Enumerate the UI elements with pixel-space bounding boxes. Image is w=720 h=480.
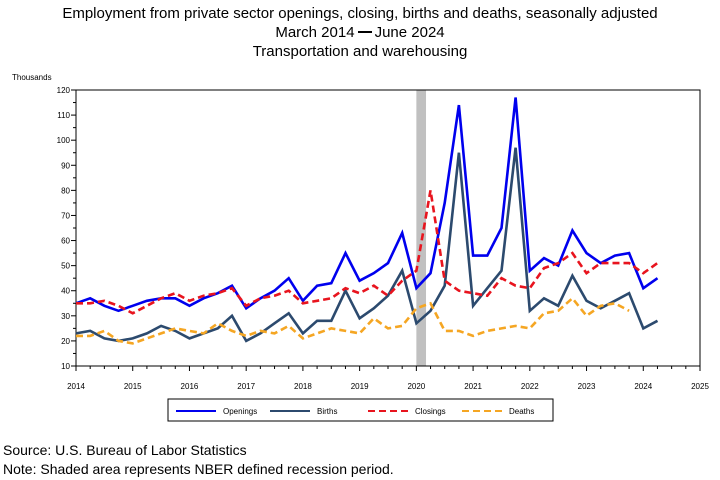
y-tick-label: 60: [61, 237, 70, 246]
x-tick-label: 2020: [407, 382, 425, 391]
y-tick-label: 100: [57, 136, 71, 145]
y-tick-label: 110: [57, 111, 70, 120]
x-tick-label: 2017: [237, 382, 255, 391]
subtitle-end: June 2024: [374, 24, 445, 41]
x-tick-label: 2023: [578, 382, 596, 391]
legend: Openings Births Closings Deaths: [167, 398, 554, 422]
recession-band: [416, 90, 427, 366]
chart-title: Employment from private sector openings,…: [62, 5, 658, 22]
y-tick-label: 40: [61, 287, 70, 296]
chart-subtitle: March 2014 June 2024: [0, 23, 720, 42]
line-chart: 10 20 30 40 50 60 70 80 90 100 110 120 Thousands 2014…: [12, 73, 709, 422]
chart-titles: Employment from private sector openings,…: [0, 4, 720, 61]
dash-glyph: [357, 31, 372, 34]
series-line-deaths: [76, 296, 630, 345]
y-tick-label: 10: [61, 362, 70, 371]
x-tick-label: 2021: [464, 382, 482, 391]
series-line-openings: [75, 97, 659, 313]
series-line-births: [75, 147, 659, 343]
y-tick-label: 90: [61, 161, 70, 170]
plot-frame: [75, 89, 701, 367]
x-tick-label: 2025: [691, 382, 709, 391]
subtitle-start: March 2014: [275, 24, 355, 41]
x-tick-label: 2018: [294, 382, 312, 391]
x-tick-label: 2019: [351, 382, 369, 391]
legend-label-deaths: Deaths: [509, 407, 534, 416]
y-tick-label: 20: [61, 337, 70, 346]
legend-label-closings: Closings: [415, 407, 446, 416]
y-axis-label: Thousands: [12, 73, 52, 82]
x-tick-label: 2015: [124, 382, 142, 391]
source-note: Source: U.S. Bureau of Labor Statistics: [3, 442, 247, 458]
legend-label-openings: Openings: [223, 407, 257, 416]
y-tick-label: 50: [61, 262, 70, 271]
y-tick-label: 120: [57, 86, 71, 95]
x-tick-label: 2022: [521, 382, 539, 391]
y-tick-label: 30: [61, 312, 70, 321]
x-tick-label: 2014: [67, 382, 85, 391]
y-tick-label: 70: [61, 211, 70, 220]
x-tick-label: 2024: [634, 382, 652, 391]
chart-footer: Source: U.S. Bureau of Labor Statistics …: [3, 441, 394, 479]
legend-box: [167, 398, 554, 422]
recession-note: Note: Shaded area represents NBER define…: [3, 461, 394, 477]
legend-label-births: Births: [317, 407, 337, 416]
chart-industry-title: Transportation and warehousing: [252, 43, 468, 60]
y-tick-label: 80: [61, 186, 70, 195]
series-line-closings: [76, 190, 659, 315]
x-tick-label: 2016: [181, 382, 199, 391]
